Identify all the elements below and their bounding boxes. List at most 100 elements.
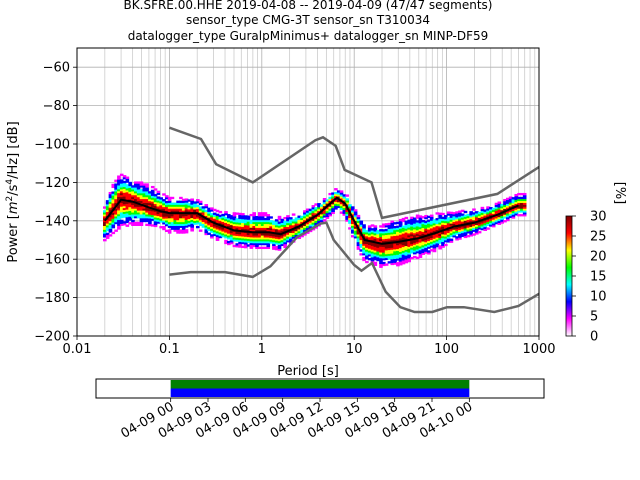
pdf-cell: [497, 203, 502, 206]
pdf-cell: [280, 243, 285, 247]
pdf-cell: [105, 219, 110, 222]
pdf-cell: [438, 235, 442, 238]
pdf-cell: [474, 218, 479, 222]
pdf-cell: [359, 235, 364, 239]
pdf-cell: [187, 220, 192, 223]
pdf-cell: [407, 258, 411, 261]
pdf-cell: [176, 231, 180, 234]
pdf-cell: [396, 244, 400, 248]
pdf-cell: [325, 208, 330, 212]
pdf-cell: [474, 230, 479, 233]
pdf-cell: [246, 223, 251, 226]
pdf-cell: [483, 209, 488, 212]
pdf-cell: [421, 239, 426, 242]
pdf-cell: [212, 208, 217, 212]
pdf-cell: [176, 202, 180, 205]
pdf-cell: [232, 235, 237, 238]
pdf-cell: [218, 228, 223, 231]
pdf-cell: [418, 234, 423, 237]
pdf-cell: [103, 210, 107, 213]
pdf-cell: [522, 198, 527, 202]
pdf-cell: [263, 233, 268, 236]
pdf-cell: [283, 234, 287, 237]
pdf-cell: [288, 217, 293, 220]
pdf-cell: [421, 231, 426, 234]
pdf-cell: [117, 219, 121, 222]
pdf-cell: [201, 225, 206, 228]
pdf-cell: [393, 256, 397, 260]
pdf-cell: [207, 228, 211, 232]
pdf-cell: [145, 216, 149, 219]
pdf-cell: [119, 210, 124, 213]
pdf-cell: [210, 226, 214, 229]
pdf-cell: [201, 217, 206, 221]
pdf-cell: [393, 252, 397, 256]
pdf-cell: [238, 235, 242, 239]
pdf-cell: [381, 256, 386, 259]
pdf-cell: [131, 202, 135, 205]
pdf-cell: [505, 216, 510, 220]
pdf-cell: [390, 243, 395, 246]
pdf-cell: [334, 188, 338, 191]
pdf-cell: [497, 216, 502, 220]
pdf-cell: [297, 236, 302, 240]
pdf-cell: [277, 240, 282, 244]
pdf-cell: [370, 237, 375, 241]
pdf-cell: [212, 212, 217, 215]
pdf-cell: [243, 224, 248, 228]
pdf-cell: [173, 210, 178, 213]
pdf-cell: [514, 193, 519, 197]
pdf-cell: [258, 219, 262, 223]
pdf-cell: [145, 192, 149, 196]
pdf-cell: [125, 216, 130, 220]
pdf-cell: [393, 225, 397, 229]
pdf-cell: [105, 205, 110, 209]
pdf-cell: [500, 217, 504, 220]
pdf-cell: [207, 221, 211, 224]
pdf-cell: [390, 258, 395, 262]
pdf-cell: [280, 224, 285, 227]
pdf-cell: [125, 213, 130, 216]
pdf-cell: [362, 247, 366, 250]
pdf-cell: [277, 248, 282, 251]
pdf-cell: [227, 231, 231, 234]
pdf-cell: [272, 241, 276, 245]
pdf-cell: [286, 215, 290, 218]
pdf-cell: [410, 228, 414, 231]
pdf-cell: [511, 204, 516, 208]
pdf-cell: [373, 252, 378, 255]
pdf-cell: [328, 200, 333, 203]
pdf-cell: [103, 217, 107, 221]
pdf-cell: [148, 210, 152, 213]
pdf-cell: [393, 258, 397, 261]
pdf-cell: [241, 220, 245, 224]
pdf-cell: [294, 221, 299, 224]
pdf-cell: [429, 216, 434, 219]
pdf-cell: [522, 196, 527, 200]
pdf-cell: [407, 244, 411, 247]
pdf-cell: [263, 229, 268, 232]
pdf-cell: [505, 205, 510, 208]
pdf-cell: [170, 227, 175, 230]
pdf-cell: [145, 212, 149, 215]
pdf-cell: [173, 223, 178, 226]
pdf-cell: [404, 232, 409, 235]
pdf-cell: [446, 213, 451, 216]
pdf-cell: [249, 227, 254, 230]
pdf-cell: [260, 237, 265, 240]
pdf-cell: [190, 215, 194, 219]
pdf-cell: [272, 237, 276, 241]
pdf-cell: [204, 213, 209, 216]
pdf-cell: [379, 255, 383, 259]
pdf-cell: [260, 217, 265, 221]
pdf-cell: [404, 247, 409, 250]
pdf-cell: [317, 220, 321, 223]
pdf-cell: [418, 240, 423, 243]
pdf-cell: [207, 211, 211, 214]
pdf-cell: [432, 242, 437, 245]
pdf-cell: [401, 260, 406, 263]
pdf-cell: [345, 209, 349, 213]
pdf-cell: [125, 203, 130, 206]
pdf-cell: [221, 219, 225, 222]
pdf-cell: [201, 210, 206, 213]
